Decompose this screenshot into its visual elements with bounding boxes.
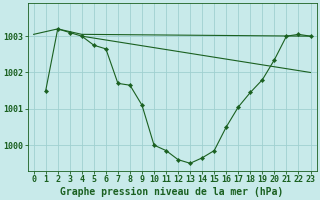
X-axis label: Graphe pression niveau de la mer (hPa): Graphe pression niveau de la mer (hPa) bbox=[60, 186, 284, 197]
